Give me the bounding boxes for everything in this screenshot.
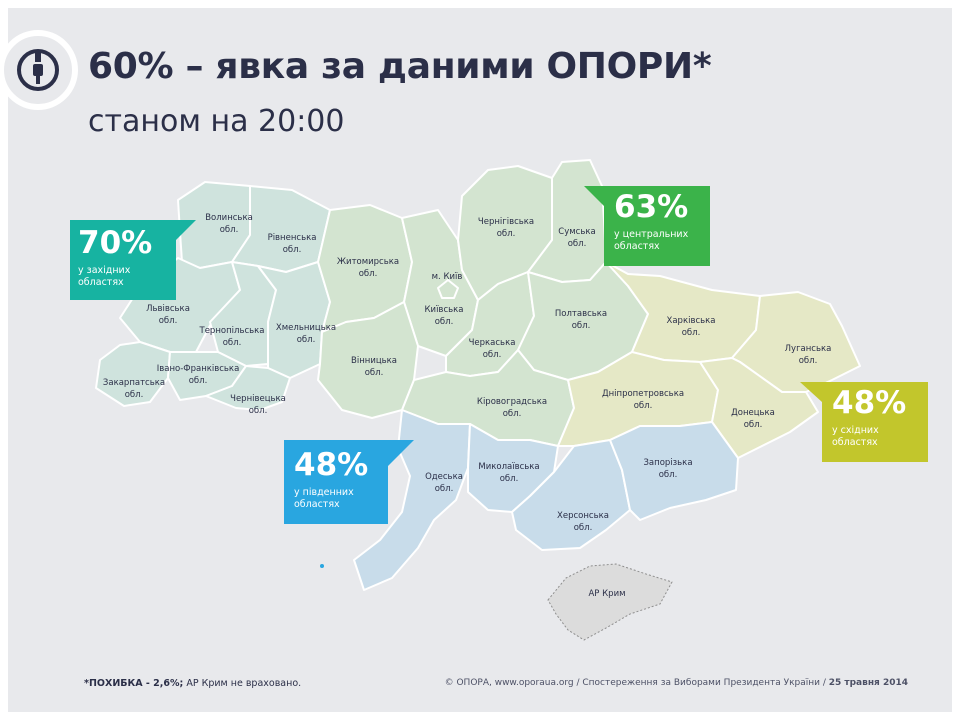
region-crimea [547, 563, 673, 641]
opora-logo-glyph [17, 49, 59, 91]
label-zhytomyr: Житомирська обл. [336, 257, 400, 279]
callout-west-tail [176, 220, 196, 240]
label-dnipropetrovsk: Дніпропетровська обл. [601, 389, 685, 411]
label-kirovohrad: Кіровоградська обл. [476, 397, 548, 419]
footnote-crimea: АР Крим не враховано. [183, 678, 302, 689]
page-subtitle: станом на 20:00 [88, 104, 345, 139]
label-kherson: Херсонська обл. [557, 511, 609, 533]
label-odesa: Одеська обл. [425, 472, 463, 494]
label-zakarpattia: Закарпатська обл. [102, 378, 166, 400]
page-title: 60% – явка за даними ОПОРИ* [88, 46, 712, 87]
label-chernivtsi: Чернівецька обл. [230, 394, 286, 416]
source-date: 25 травня 2014 [828, 678, 908, 688]
source-credit: © ОПОРА, www.oporaua.org / Спостереження… [445, 678, 908, 688]
label-rivne: Рівненська обл. [267, 233, 317, 255]
label-luhansk: Луганська обл. [784, 344, 832, 366]
label-kyiv: Київська обл. [424, 305, 464, 327]
label-mykolaiv: Миколаївська обл. [478, 462, 540, 484]
callout-south-tail [388, 440, 414, 466]
region-khmelnytskyi [257, 261, 331, 379]
region-chernivtsi [205, 365, 291, 411]
label-vinnytsia: Вінницька обл. [351, 356, 397, 378]
label-sumy: Сумська обл. [558, 227, 596, 249]
callout-east-text: у східних областях [832, 425, 879, 448]
callout-east-tail [800, 382, 822, 402]
footnote-error: *ПОХИБКА - 2,6%; [84, 678, 184, 689]
label-crimea: АР Крим [588, 589, 626, 599]
callout-center-percent: 63% [614, 189, 689, 225]
decorative-dot [320, 564, 324, 568]
region-zaporizhzhia [609, 421, 739, 521]
label-chernihiv: Чернігівська обл. [477, 217, 535, 239]
label-donetsk: Донецька обл. [731, 408, 775, 430]
callout-west: 70% у західних областях [70, 220, 176, 300]
footnote: *ПОХИБКА - 2,6%; АР Крим не враховано. [84, 678, 301, 689]
region-kyiv-city [437, 279, 459, 299]
label-poltava: Полтавська обл. [554, 309, 608, 331]
label-lviv: Львівська обл. [146, 304, 190, 326]
label-zaporizhzhia: Запорізька обл. [643, 458, 693, 480]
callout-center: 63% у центральних областях [604, 186, 710, 266]
callout-west-text: у західних областях [78, 265, 131, 288]
label-volyn: Волинська обл. [205, 213, 253, 235]
label-ternopil: Тернопільська обл. [199, 326, 265, 348]
callout-south-text: у південних областях [294, 487, 354, 510]
callout-south: 48% у південних областях [284, 440, 388, 524]
region-donetsk [699, 357, 819, 459]
opora-logo-icon [0, 30, 78, 110]
source-text: © ОПОРА, www.oporaua.org / Спостереження… [444, 678, 829, 688]
callout-south-percent: 48% [294, 447, 369, 483]
callout-east: 48% у східних областях [822, 382, 928, 462]
region-kherson [511, 439, 631, 551]
label-kyiv-city: м. Київ [431, 272, 463, 282]
callout-east-percent: 48% [832, 385, 907, 421]
label-cherkasy: Черкаська обл. [468, 338, 516, 360]
callout-center-tail [584, 186, 604, 206]
label-ivano-frankivsk: Івано-Франківська обл. [156, 364, 240, 386]
callout-center-text: у центральних областях [614, 229, 689, 252]
label-khmelnytskyi: Хмельницька обл. [275, 323, 337, 345]
callout-west-percent: 70% [78, 225, 153, 261]
label-kharkiv: Харківська обл. [666, 316, 716, 338]
